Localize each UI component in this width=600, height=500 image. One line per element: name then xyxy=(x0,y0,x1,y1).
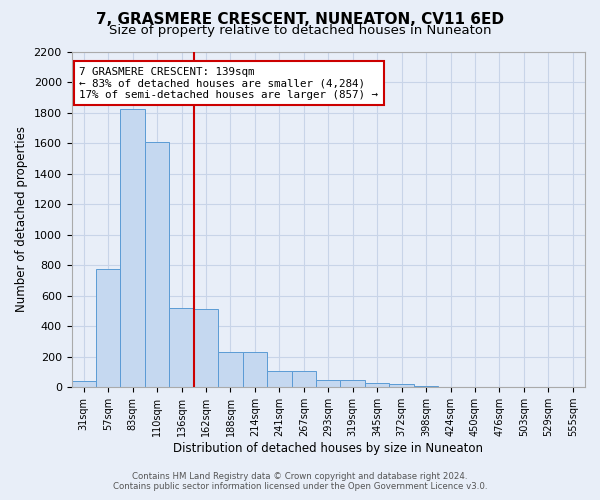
Text: Size of property relative to detached houses in Nuneaton: Size of property relative to detached ho… xyxy=(109,24,491,37)
Y-axis label: Number of detached properties: Number of detached properties xyxy=(15,126,28,312)
Bar xyxy=(194,308,218,387)
Text: 7, GRASMERE CRESCENT, NUNEATON, CV11 6ED: 7, GRASMERE CRESCENT, NUNEATON, CV11 6ED xyxy=(96,12,504,28)
Bar xyxy=(121,110,145,387)
Bar xyxy=(414,386,438,387)
Bar xyxy=(96,269,121,387)
Bar xyxy=(292,371,316,387)
Text: 7 GRASMERE CRESCENT: 139sqm
← 83% of detached houses are smaller (4,284)
17% of : 7 GRASMERE CRESCENT: 139sqm ← 83% of det… xyxy=(79,66,378,100)
Bar xyxy=(242,352,267,387)
Bar xyxy=(71,381,96,387)
Bar xyxy=(169,308,194,387)
Bar xyxy=(389,384,414,387)
Bar xyxy=(340,380,365,387)
Bar xyxy=(218,352,242,387)
X-axis label: Distribution of detached houses by size in Nuneaton: Distribution of detached houses by size … xyxy=(173,442,483,455)
Bar xyxy=(267,371,292,387)
Text: Contains HM Land Registry data © Crown copyright and database right 2024.
Contai: Contains HM Land Registry data © Crown c… xyxy=(113,472,487,491)
Bar xyxy=(145,142,169,387)
Bar xyxy=(365,382,389,387)
Bar xyxy=(316,380,340,387)
